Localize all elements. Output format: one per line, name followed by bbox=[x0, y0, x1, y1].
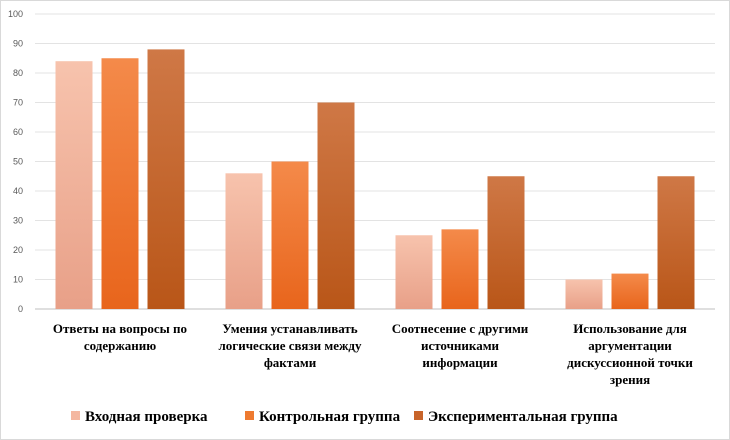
y-tick-label: 100 bbox=[8, 9, 23, 19]
y-tick-label: 10 bbox=[13, 275, 23, 285]
x-category-label: Использование для аргументации дискуссионн… bbox=[567, 321, 693, 387]
bar bbox=[611, 273, 649, 309]
legend-label: Входная проверка bbox=[85, 409, 208, 425]
bar bbox=[657, 176, 695, 309]
bar bbox=[147, 49, 185, 310]
y-tick-label: 70 bbox=[13, 98, 23, 108]
bar bbox=[395, 235, 433, 309]
y-tick-label: 90 bbox=[13, 39, 23, 49]
x-category-label: Соотнесение с другими источниками информац… bbox=[392, 321, 529, 370]
legend-swatch bbox=[245, 411, 254, 420]
bars bbox=[55, 49, 695, 310]
y-tick-label: 50 bbox=[13, 157, 23, 167]
bar bbox=[565, 279, 603, 309]
legend-swatch bbox=[71, 411, 80, 420]
bar bbox=[441, 229, 479, 309]
legend-swatch bbox=[414, 411, 423, 420]
y-tick-label: 40 bbox=[13, 186, 23, 196]
legend: Входная проверка Контрольная группа Экспер… bbox=[71, 409, 618, 425]
y-axis-ticks: 0 10 20 30 40 50 60 70 80 90 100 bbox=[8, 9, 23, 314]
bar bbox=[317, 102, 355, 309]
legend-label: Контрольная группа bbox=[259, 409, 401, 425]
legend-label: Экспериментальная группа bbox=[428, 409, 618, 425]
x-category-label: Ответы на вопросы по содержанию bbox=[53, 321, 187, 353]
y-tick-label: 0 bbox=[18, 304, 23, 314]
y-tick-label: 60 bbox=[13, 127, 23, 137]
bar bbox=[271, 161, 309, 309]
y-tick-label: 30 bbox=[13, 216, 23, 226]
bar bbox=[55, 61, 93, 310]
bar bbox=[225, 173, 263, 309]
x-axis-labels: Ответы на вопросы по содержанию Умения уст… bbox=[53, 321, 693, 387]
y-tick-label: 80 bbox=[13, 68, 23, 78]
y-tick-label: 20 bbox=[13, 245, 23, 255]
bar bbox=[487, 176, 525, 309]
bar bbox=[101, 58, 139, 309]
x-category-label: Умения устанавливать логические связи меж… bbox=[219, 321, 362, 370]
